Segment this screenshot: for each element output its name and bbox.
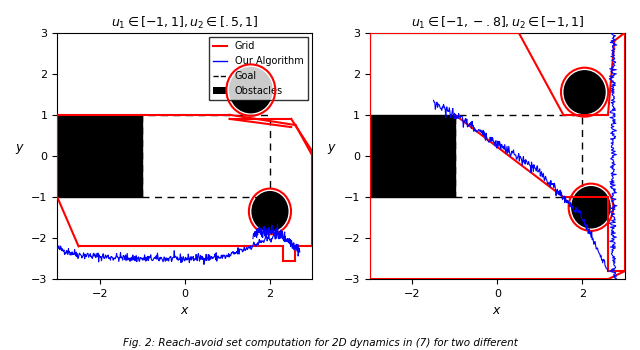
- Ellipse shape: [230, 68, 272, 113]
- Ellipse shape: [252, 192, 288, 231]
- X-axis label: $x$: $x$: [492, 304, 502, 317]
- Title: $u_1 \in [-1,-.8], u_2 \in [-1,1]$: $u_1 \in [-1,-.8], u_2 \in [-1,1]$: [411, 15, 584, 31]
- Legend: Grid, Our Algorithm, Goal, Obstacles: Grid, Our Algorithm, Goal, Obstacles: [209, 37, 308, 100]
- Ellipse shape: [572, 187, 610, 228]
- Text: Fig. 2: Reach-avoid set computation for 2D dynamics in (7) for two different: Fig. 2: Reach-avoid set computation for …: [123, 338, 517, 349]
- X-axis label: $x$: $x$: [180, 304, 190, 317]
- Ellipse shape: [564, 71, 605, 113]
- Bar: [370, 115, 455, 197]
- Y-axis label: $y$: $y$: [15, 142, 25, 156]
- Y-axis label: $y$: $y$: [328, 142, 337, 156]
- Bar: [57, 115, 142, 197]
- Title: $u_1 \in [-1,1], u_2 \in [.5,1]$: $u_1 \in [-1,1], u_2 \in [.5,1]$: [111, 15, 259, 31]
